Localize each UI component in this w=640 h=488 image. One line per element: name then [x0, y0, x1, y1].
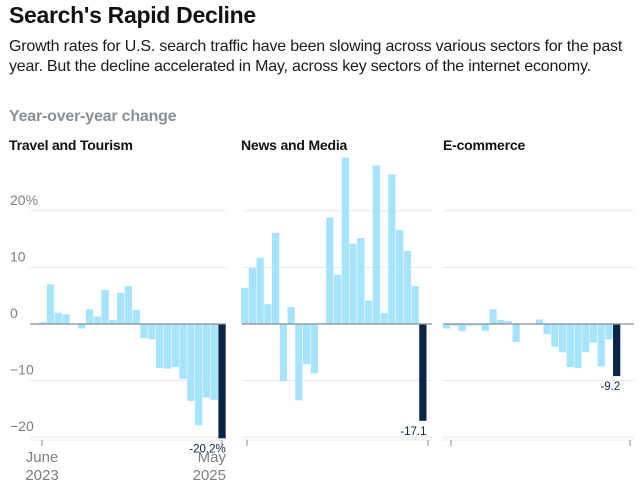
bar — [272, 232, 280, 324]
x-label-start-year: 2023 — [25, 467, 58, 484]
bar — [349, 243, 357, 324]
bar — [248, 267, 256, 324]
bar — [163, 324, 172, 369]
bar — [303, 324, 311, 365]
bar — [466, 324, 474, 326]
bar — [605, 324, 613, 340]
bar — [310, 324, 318, 374]
chart-title: Search's Rapid Decline — [9, 2, 256, 28]
bar — [156, 324, 164, 369]
y-tick-label: −10 — [10, 362, 34, 378]
bar — [458, 324, 466, 332]
x-label-start-month: June — [26, 449, 59, 466]
bar — [504, 321, 513, 324]
latest-value-label: -17.1 — [400, 426, 426, 438]
bar — [279, 324, 287, 382]
bar — [566, 324, 574, 368]
x-label-end-month: May — [198, 449, 227, 466]
bar — [396, 230, 404, 324]
bar — [78, 324, 86, 329]
bar — [388, 174, 396, 324]
bar — [287, 307, 295, 324]
bar — [589, 324, 598, 343]
bar — [124, 286, 133, 324]
bar — [489, 309, 497, 324]
bar — [62, 314, 70, 324]
measure-label: Year-over-year change — [9, 108, 177, 125]
bar — [411, 286, 419, 324]
bar — [357, 237, 365, 324]
bar — [558, 324, 567, 353]
bar — [140, 324, 148, 339]
bar — [574, 324, 582, 369]
bar — [481, 324, 489, 331]
bar — [148, 324, 156, 340]
bar — [372, 165, 380, 324]
bar — [597, 324, 605, 367]
bar — [551, 324, 559, 347]
panel-title-news: News and Media — [241, 137, 348, 153]
bar — [341, 157, 349, 324]
bar — [497, 320, 505, 324]
bar — [443, 324, 451, 329]
bar — [403, 250, 411, 324]
bar — [264, 304, 272, 324]
bar — [54, 312, 62, 324]
bar-latest — [613, 324, 621, 377]
bar — [132, 309, 140, 324]
latest-value-label: -20.2% — [189, 443, 225, 455]
y-tick-label: 0 — [10, 305, 18, 321]
bar — [365, 300, 373, 324]
bar-latest — [419, 324, 427, 421]
bar — [535, 319, 543, 324]
bar — [46, 284, 55, 324]
bar — [39, 322, 47, 324]
panel-title-travel: Travel and Tourism — [9, 137, 133, 153]
bar — [582, 324, 590, 353]
bar — [179, 324, 187, 379]
bar — [109, 320, 117, 324]
bar — [117, 292, 125, 324]
y-tick-label: 20% — [10, 192, 38, 208]
panel-title-ecommerce: E-commerce — [443, 137, 526, 153]
bar — [295, 324, 303, 401]
latest-value-label: -9.2 — [600, 381, 620, 393]
bar — [450, 324, 458, 326]
bar — [380, 313, 388, 324]
bar — [512, 324, 520, 343]
bar — [241, 287, 249, 324]
y-tick-label: −20 — [10, 418, 34, 434]
bar — [202, 324, 211, 398]
bar — [326, 217, 334, 324]
x-label-end-year: 2025 — [193, 467, 226, 484]
bar — [85, 309, 94, 324]
y-tick-label: 10 — [10, 248, 26, 264]
chart-subtitle: Growth rates for U.S. search traffic hav… — [9, 38, 623, 75]
bar — [256, 257, 264, 324]
bar — [195, 324, 203, 426]
bar — [93, 316, 101, 324]
bar — [210, 324, 218, 400]
bar — [334, 274, 342, 324]
bar — [171, 324, 179, 368]
bar-latest — [218, 324, 226, 439]
bar — [187, 324, 195, 401]
bar — [101, 290, 109, 324]
bar — [543, 324, 551, 335]
